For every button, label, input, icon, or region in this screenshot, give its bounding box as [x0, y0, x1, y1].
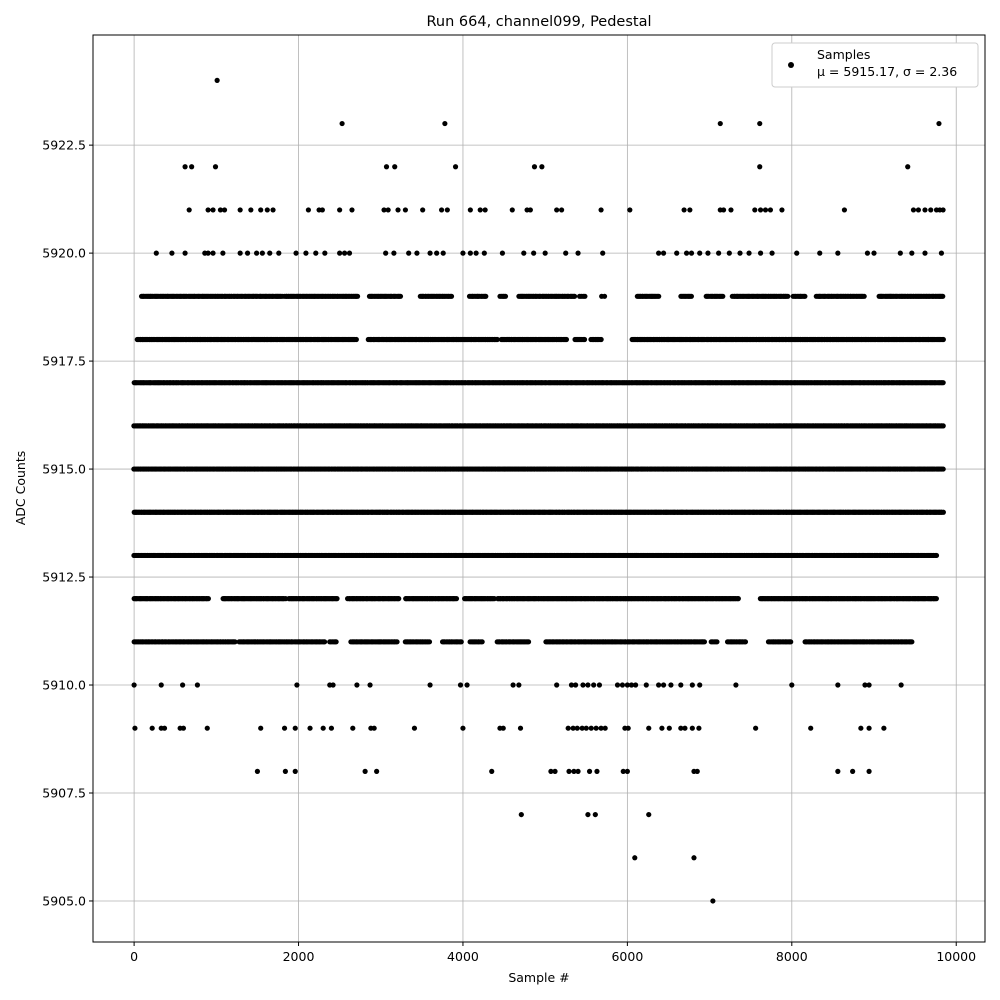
- sample-point: [453, 596, 460, 602]
- sample-point: [785, 293, 791, 299]
- sample-point: [334, 596, 340, 602]
- sample-point: [940, 509, 946, 515]
- sample-point: [598, 336, 604, 343]
- sample-point: [861, 293, 867, 299]
- sample-point: [802, 293, 808, 299]
- sample-point: [397, 293, 404, 299]
- sample-point: [601, 293, 608, 299]
- sample-point: [563, 336, 570, 343]
- data-points: [131, 77, 946, 904]
- sample-point: [581, 336, 588, 343]
- sample-point: [448, 293, 455, 299]
- sample-point: [688, 293, 695, 299]
- sample-point: [494, 336, 500, 343]
- sample-point: [933, 552, 940, 559]
- sample-point: [720, 293, 726, 299]
- sample-point: [205, 596, 211, 602]
- sample-point: [502, 293, 509, 299]
- sample-point: [940, 380, 946, 386]
- sample-point: [354, 293, 361, 299]
- sample-point: [940, 423, 946, 429]
- sample-point: [396, 596, 402, 602]
- sample-point: [571, 293, 578, 299]
- sample-point: [353, 336, 359, 343]
- sample-point: [483, 293, 489, 299]
- sample-point: [656, 293, 662, 299]
- sample-point: [940, 336, 946, 343]
- sample-point: [940, 293, 946, 299]
- sample-point: [582, 293, 588, 299]
- sample-point: [940, 466, 946, 472]
